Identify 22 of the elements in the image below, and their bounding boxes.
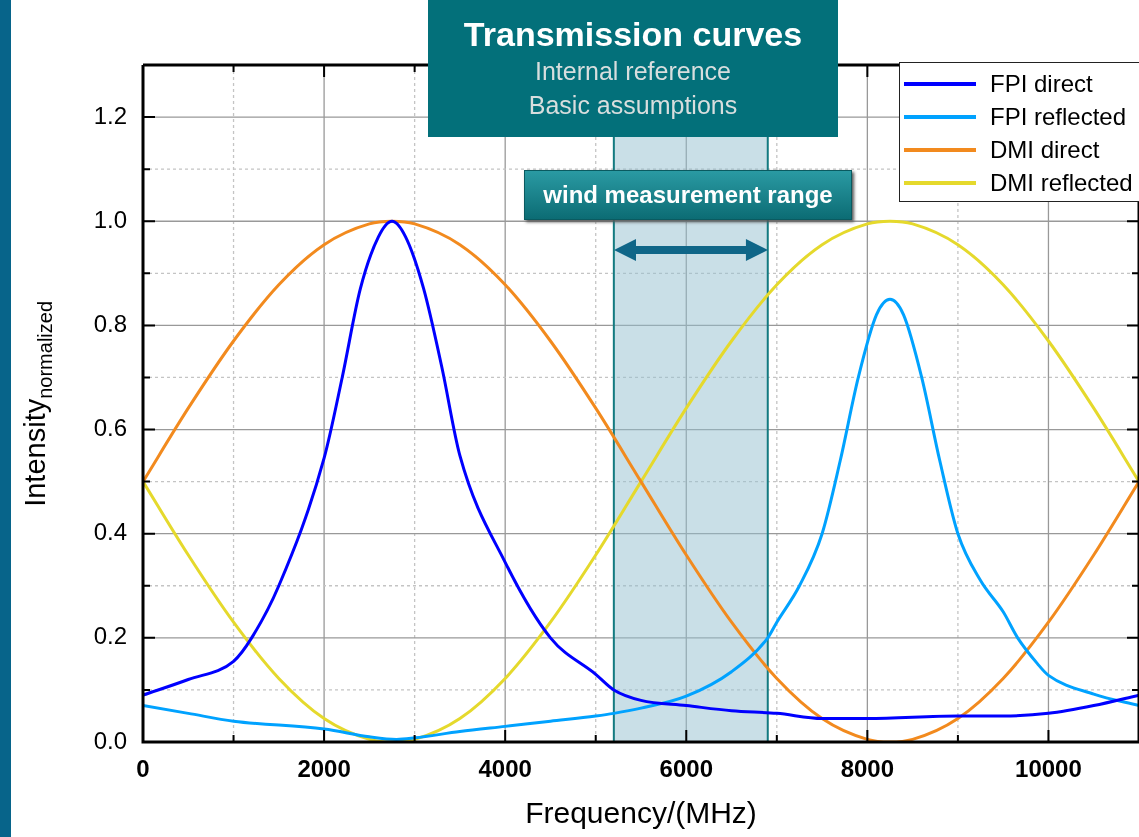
x-tick-label: 10000 bbox=[1015, 755, 1082, 783]
line-series bbox=[143, 297, 1139, 741]
y-tick-label: 0.2 bbox=[93, 622, 127, 650]
x-tick-label: 2000 bbox=[297, 755, 351, 783]
chart-title: Transmission curves bbox=[462, 14, 804, 54]
x-tick-label: 6000 bbox=[659, 755, 713, 783]
y-tick-label: 0.8 bbox=[93, 310, 127, 338]
x-axis-title: Frequency/(MHz) bbox=[525, 796, 757, 830]
y-tick-label: 0.6 bbox=[93, 414, 127, 442]
y-tick-label: 0.4 bbox=[93, 518, 127, 546]
legend-label: FPI direct bbox=[990, 69, 1093, 99]
y-tick-label: 1.0 bbox=[93, 205, 127, 233]
legend-label: DMI direct bbox=[990, 135, 1100, 165]
legend-label: DMI reflected bbox=[990, 168, 1133, 198]
x-tick-label: 8000 bbox=[840, 755, 895, 783]
y-tick-label: 0.0 bbox=[93, 726, 127, 754]
x-tick-label: 4000 bbox=[478, 755, 532, 783]
x-tick-label: 0 bbox=[136, 755, 150, 783]
legend-label: FPI reflected bbox=[990, 102, 1127, 132]
y-tick-label: 1.2 bbox=[93, 101, 127, 129]
chart-subtitle: Internal reference Basic assumptions bbox=[527, 56, 739, 121]
band-label: wind measurement range bbox=[524, 170, 852, 220]
